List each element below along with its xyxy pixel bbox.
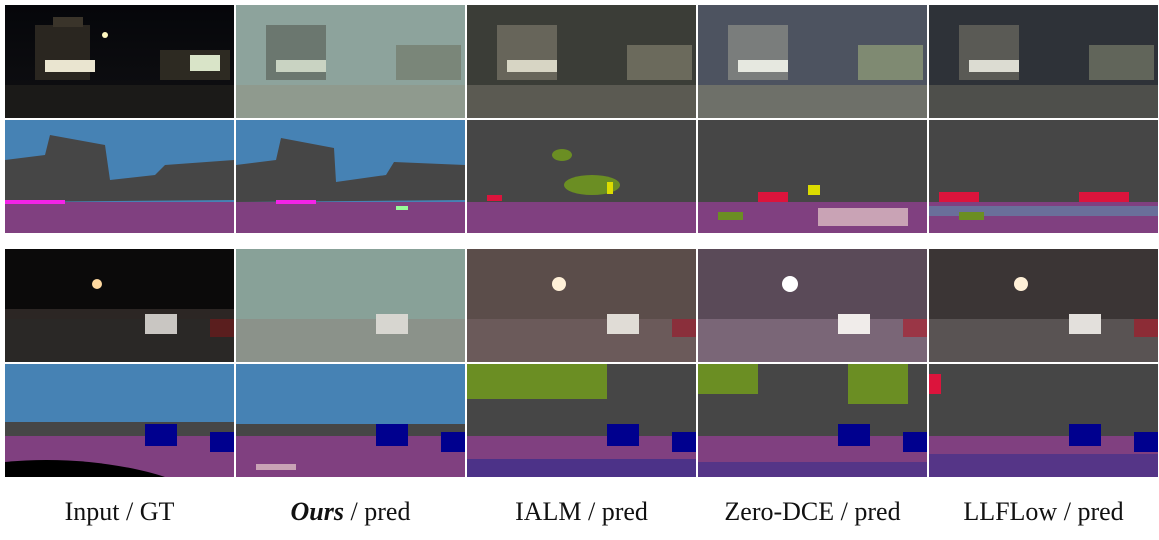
scene2-ialm-photo [467, 249, 696, 362]
scene2-ours-segmentation [236, 364, 465, 477]
scene1-ours-segmentation [236, 120, 465, 233]
caption-input-gt: Input / GT [64, 497, 175, 526]
caption-ialm-pred: IALM / pred [515, 497, 648, 526]
caption-zerodce-pred: Zero-DCE / pred [724, 497, 901, 526]
column-captions: Input / GT Ours / pred IALM / pred Zero-… [0, 497, 1159, 537]
scene2-ialm-segmentation [467, 364, 696, 477]
scene1-llflow-photo [929, 5, 1158, 118]
scene1-ialm-segmentation [467, 120, 696, 233]
scene2-ours-photo [236, 249, 465, 362]
caption-llflow-pred: LLFLow / pred [963, 497, 1124, 526]
scene2-ground-truth-segmentation [5, 364, 234, 477]
scene2-zerodce-photo [698, 249, 927, 362]
scene2-llflow-segmentation [929, 364, 1158, 477]
scene2-input-photo [5, 249, 234, 362]
scene1-zerodce-segmentation [698, 120, 927, 233]
scene2-zerodce-segmentation [698, 364, 927, 477]
scene1-ours-photo [236, 5, 465, 118]
scene1-input-photo [5, 5, 234, 118]
scene1-zerodce-photo [698, 5, 927, 118]
scene1-ialm-photo [467, 5, 696, 118]
scene2-llflow-photo [929, 249, 1158, 362]
scene1-llflow-segmentation [929, 120, 1158, 233]
caption-ours-pred: Ours / pred [290, 497, 411, 526]
scene1-ground-truth-segmentation [5, 120, 234, 233]
